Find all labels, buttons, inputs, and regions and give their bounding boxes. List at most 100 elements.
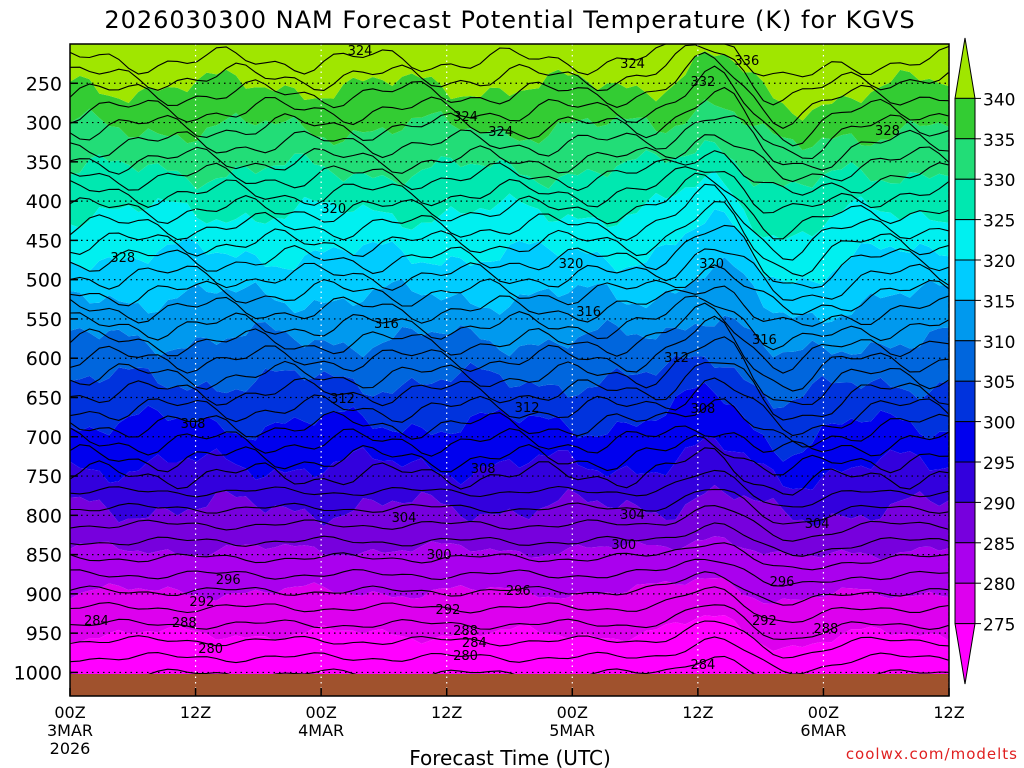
y-tick-label: 800 (26, 505, 62, 527)
contour-label: 320 (559, 257, 584, 272)
contour-line (70, 434, 949, 476)
x-tick-label: 12Z (180, 703, 211, 722)
colorbar-swatch (954, 299, 976, 342)
x-tick-year: 2026 (50, 739, 91, 758)
contour-label: 296 (506, 584, 531, 599)
contour-line (70, 65, 949, 147)
colorbar-legend: 340 335 330 325 320 315 310 305 300 295 290 285 280 2… (954, 37, 1015, 685)
fill-band (70, 577, 949, 652)
plot-frame (69, 43, 950, 697)
y-tick-label: 550 (26, 309, 62, 331)
x-tick-label: 00Z (305, 703, 336, 722)
colorbar-label: 300 (983, 414, 1015, 434)
colorbar-label: 295 (983, 454, 1015, 474)
contour-label: 292 (436, 603, 461, 618)
contour-label: 284 (690, 658, 715, 673)
contour-label: 332 (690, 75, 715, 90)
contour-line (70, 586, 949, 623)
contour-line (70, 224, 949, 289)
colorbar-label: 275 (983, 616, 1015, 636)
contour-labels: 328 328 324 324 324 336 332 324 320 320 320 316 316 3… (84, 44, 900, 673)
colorbar-label: 320 (983, 252, 1015, 272)
contour-label: 304 (392, 511, 417, 526)
colorbar-swatch (954, 219, 976, 261)
colorbar-swatch (954, 501, 976, 544)
fill-band (70, 315, 949, 409)
colorbar-label: 285 (983, 535, 1015, 555)
y-tick-label: 400 (26, 191, 62, 213)
fill-band (70, 99, 949, 190)
contour-label: 292 (189, 595, 214, 610)
colorbar-label: 335 (983, 131, 1015, 151)
colorbar-label: 315 (983, 292, 1015, 312)
contour-line (70, 295, 949, 351)
contour-label: 316 (752, 333, 777, 348)
contour-line (70, 398, 949, 448)
contour-label: 316 (576, 305, 601, 320)
credit-text: coolwx.com/modelts (846, 745, 1018, 763)
contour-label: 312 (515, 401, 540, 416)
fill-band (70, 170, 949, 285)
contour-line (70, 264, 949, 316)
color-fill-bands (70, 44, 949, 676)
contour-label: 308 (181, 417, 206, 432)
contour-label: 304 (620, 508, 645, 523)
x-tick-date: 3MAR (47, 721, 93, 740)
contour-line (70, 505, 949, 542)
fill-band (70, 257, 949, 358)
fill-band (70, 536, 949, 604)
y-tick-label: 900 (26, 584, 62, 606)
x-tick-date: 4MAR (298, 721, 344, 740)
colorbar-swatch (954, 542, 976, 584)
contour-label: 312 (330, 392, 355, 407)
contour-label: 296 (216, 573, 241, 588)
colorbar-label: 340 (983, 90, 1015, 110)
x-axis-label: Forecast Time (UTC) (409, 746, 611, 768)
contour-line (70, 542, 949, 571)
contour-line (70, 248, 949, 301)
contour-line (70, 44, 949, 78)
contour-label: 284 (462, 636, 487, 651)
colorbar-swatch (954, 380, 976, 423)
contour-label: 292 (752, 614, 777, 629)
contour-line (70, 44, 949, 106)
y-tick-label: 600 (26, 348, 62, 370)
fill-band (70, 209, 949, 324)
contour-line (70, 558, 949, 587)
y-tick-label: 850 (26, 545, 62, 567)
y-axis: 250 300 350 400 450 500 550 600 650 700 750 800 850 9… (14, 73, 78, 684)
contour-line (70, 488, 949, 525)
x-tick-label: 00Z (54, 703, 85, 722)
ground-below-surface (70, 674, 949, 696)
y-tick-label: 700 (26, 427, 62, 449)
colorbar-label: 310 (983, 333, 1015, 353)
contour-label: 328 (110, 251, 135, 266)
colorbar-swatch (954, 461, 976, 503)
contour-line (70, 201, 949, 277)
contour-line (70, 469, 949, 508)
contour-line (70, 115, 949, 171)
contour-label: 324 (348, 44, 373, 59)
contour-lines (70, 44, 949, 677)
y-tick-label: 650 (26, 387, 62, 409)
fill-band (70, 485, 949, 560)
contour-label: 288 (453, 624, 478, 639)
fill-band (70, 382, 949, 490)
y-tick-label: 250 (26, 73, 62, 95)
y-tick-label: 500 (26, 270, 62, 292)
x-tick-label: 12Z (682, 703, 713, 722)
contour-label: 320 (321, 202, 346, 217)
contour-line (70, 183, 949, 261)
contour-line (70, 86, 949, 160)
contour-line (70, 636, 949, 675)
x-tick-label: 12Z (933, 703, 964, 722)
x-tick-date: 5MAR (549, 721, 595, 740)
contour-label: 328 (875, 124, 900, 139)
colorbar-swatch (954, 623, 976, 685)
contour-line (70, 571, 949, 606)
y-tick-label: 1000 (14, 662, 62, 684)
contour-label: 308 (471, 462, 496, 477)
x-tick-date: 6MAR (800, 721, 846, 740)
